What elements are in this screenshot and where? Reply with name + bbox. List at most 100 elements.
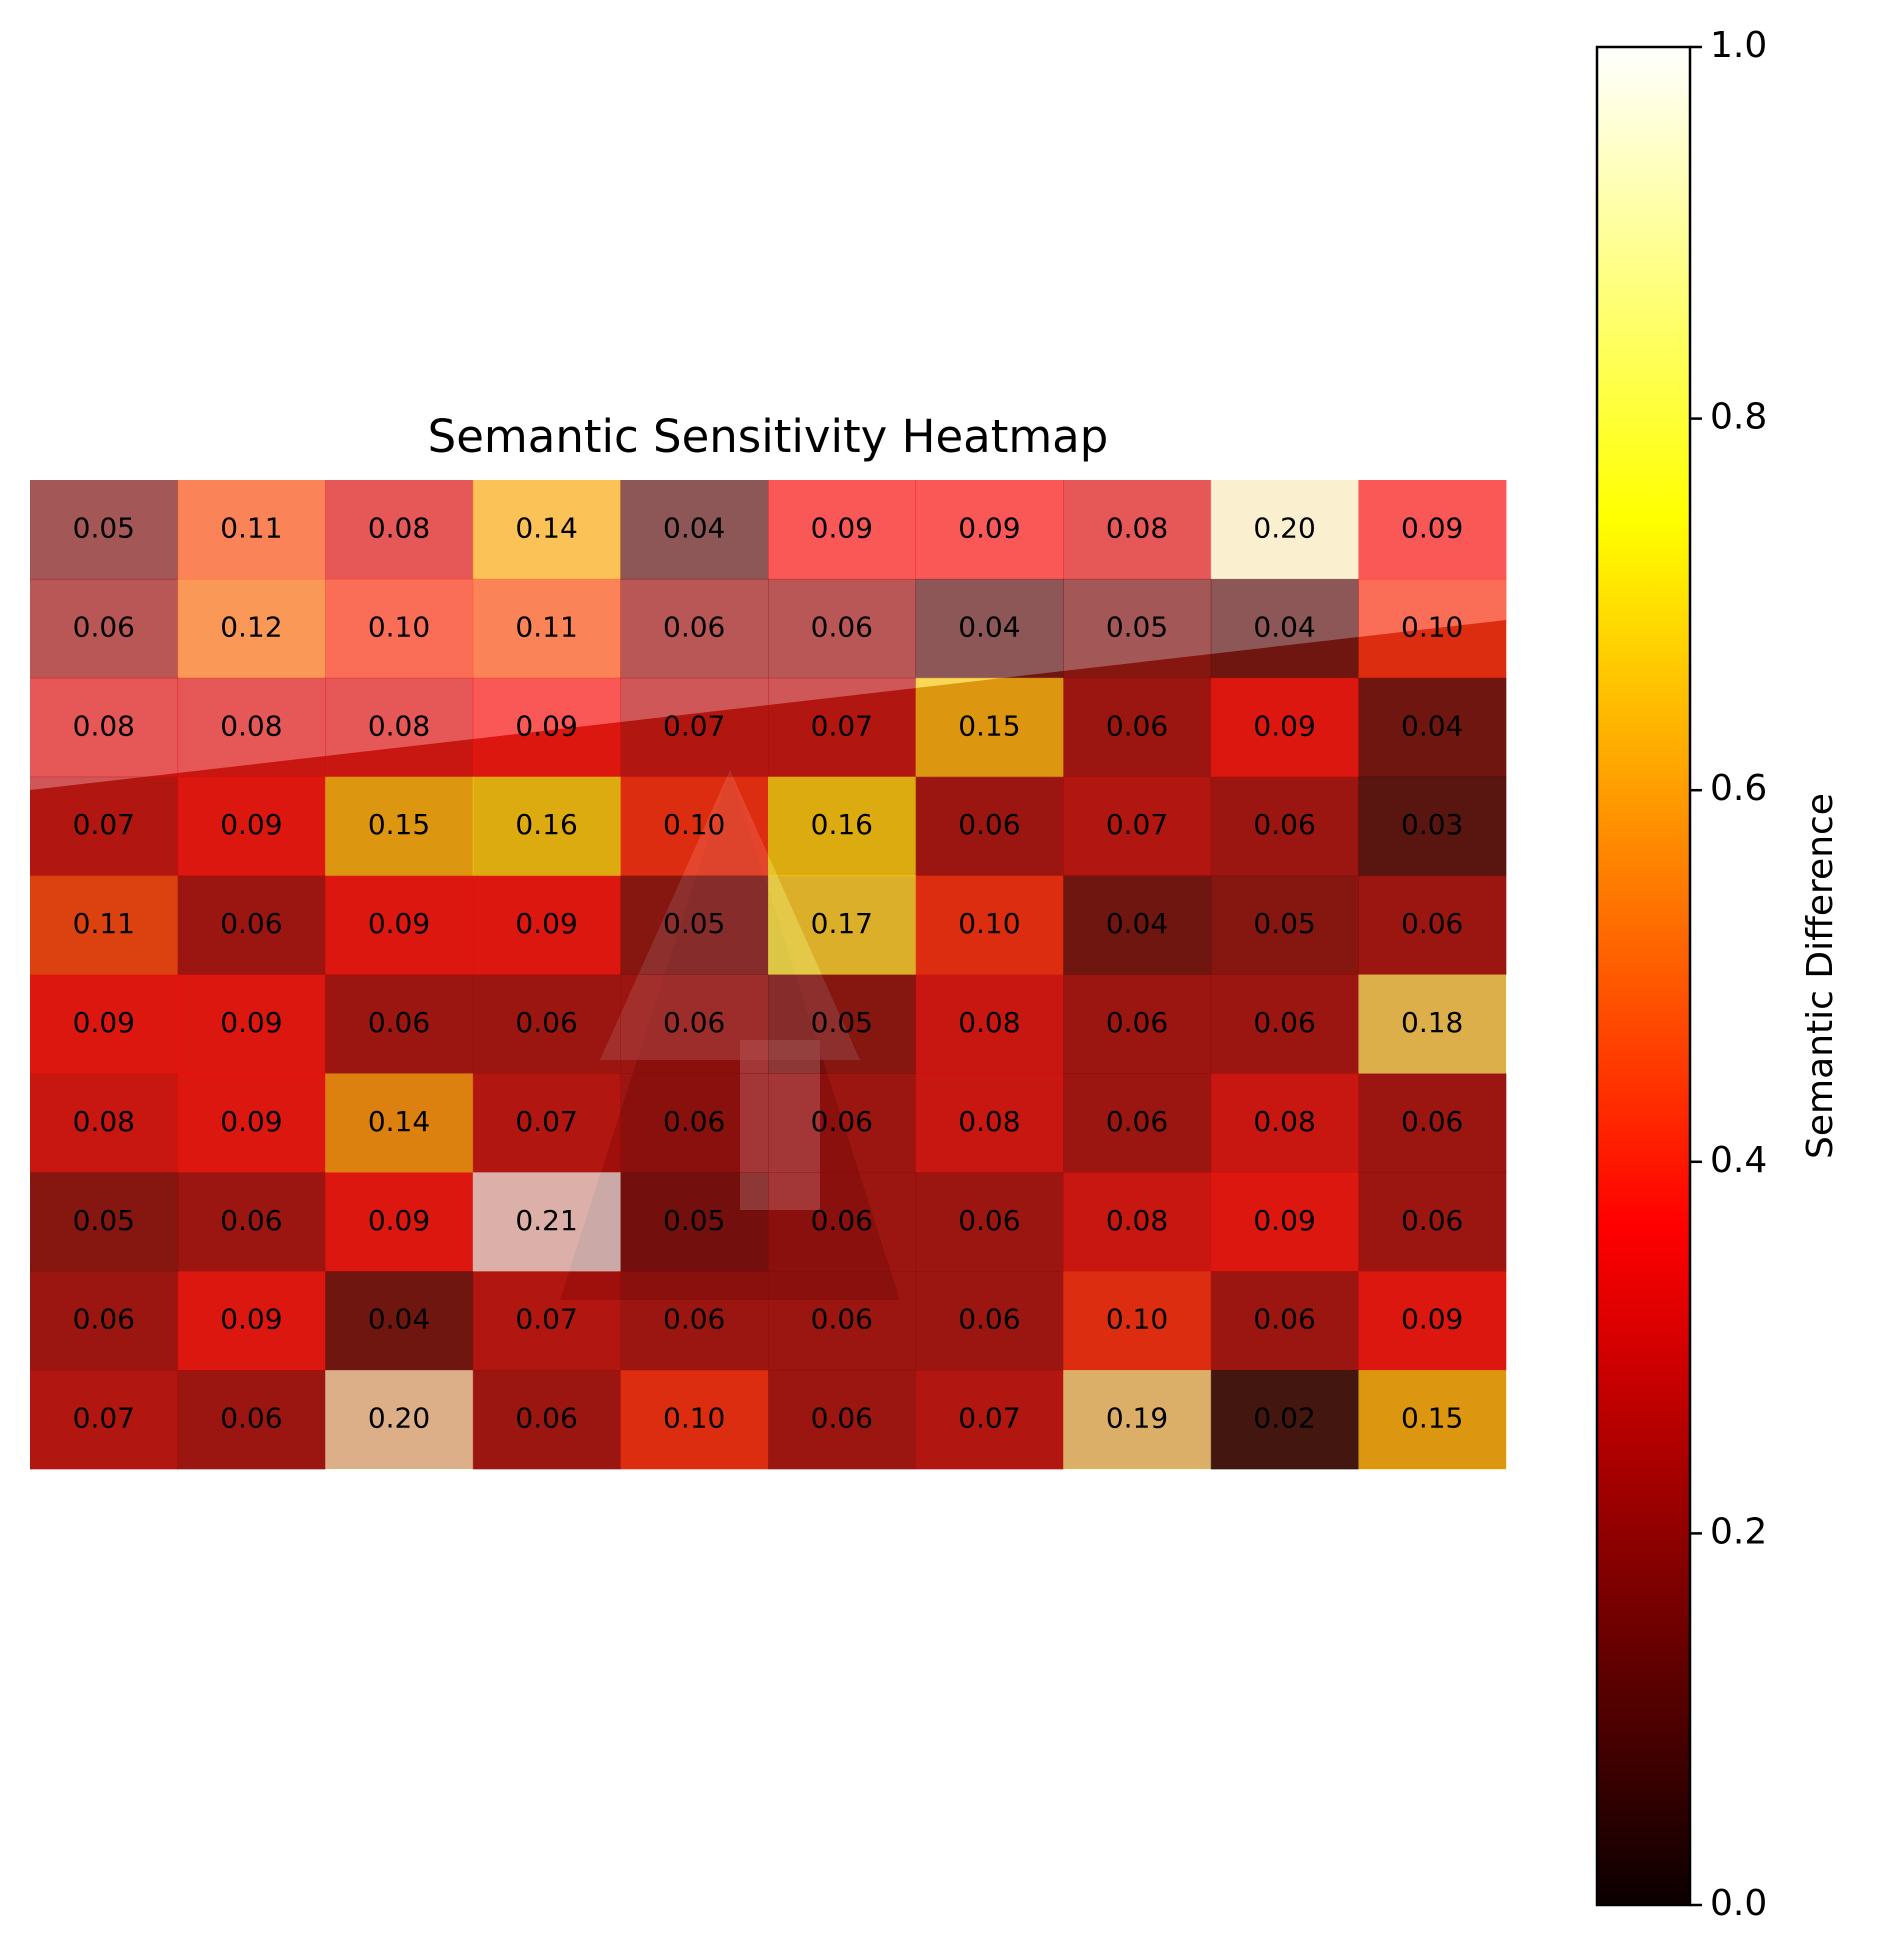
cell-label: 0.11 [515, 610, 577, 643]
heatmap-cell [620, 578, 769, 679]
cell-label: 0.06 [1253, 1303, 1315, 1336]
heatmap-cell [30, 974, 179, 1074]
heatmap-cell [1063, 875, 1212, 975]
heatmap-cell [1210, 1370, 1359, 1470]
colorbar-tick-label: 0.6 [1710, 768, 1767, 809]
heatmap-cell [1063, 578, 1212, 679]
heatmap-cell [1358, 1271, 1507, 1371]
heatmap-cell [620, 480, 769, 580]
cell-label: 0.14 [515, 511, 577, 544]
cell-label: 0.06 [663, 1303, 725, 1336]
cell-label: 0.06 [663, 1006, 725, 1039]
cell-label: 0.06 [368, 1006, 430, 1039]
cell-label: 0.06 [958, 808, 1020, 841]
heatmap-cell [325, 480, 474, 580]
cell-label: 0.08 [958, 1105, 1020, 1138]
heatmap-cell [472, 1271, 621, 1371]
heatmap-cell [768, 1172, 917, 1272]
cell-label: 0.05 [663, 907, 725, 940]
heatmap-cell [915, 480, 1064, 580]
heatmap-cell [1358, 480, 1507, 580]
heatmap-cell [1210, 1271, 1359, 1371]
cell-label: 0.09 [220, 808, 282, 841]
cell-label: 0.06 [811, 1303, 873, 1336]
heatmap-cell [30, 677, 179, 778]
heatmap-cell [177, 480, 326, 580]
cell-label: 0.09 [515, 907, 577, 940]
heatmap-cell [620, 1271, 769, 1371]
heatmap-cell [1210, 776, 1359, 877]
heatmap-cell [1063, 1370, 1212, 1470]
heatmap: 0.05 0.11 0.08 0.14 0.04 0.09 0.09 0.08 0.20 0.09… [30, 480, 1507, 1470]
heatmap-cell [768, 1073, 917, 1173]
heatmap-cell [177, 1073, 326, 1173]
heatmap-cell [768, 677, 917, 778]
cell-label: 0.06 [1401, 1105, 1463, 1138]
heatmap-cell [325, 578, 474, 679]
heatmap-cell [30, 1073, 179, 1173]
cell-label: 0.15 [1401, 1402, 1463, 1435]
cell-label: 0.06 [1401, 907, 1463, 940]
cell-label: 0.06 [1253, 1006, 1315, 1039]
cell-label: 0.20 [1253, 511, 1315, 544]
cell-label: 0.21 [515, 1204, 577, 1237]
heatmap-cell [768, 480, 917, 580]
heatmap-cell [177, 974, 326, 1074]
cell-label: 0.19 [1106, 1402, 1168, 1435]
heatmap-cell [30, 1172, 179, 1272]
cell-label: 0.06 [1106, 1006, 1168, 1039]
heatmap-cell [1358, 1073, 1507, 1173]
cell-label: 0.06 [958, 1303, 1020, 1336]
cell-label: 0.05 [1106, 610, 1168, 643]
cell-label: 0.04 [1401, 709, 1463, 742]
heatmap-cell [177, 1172, 326, 1272]
cell-label: 0.07 [515, 1303, 577, 1336]
chart-title: Semantic Sensitivity Heatmap [428, 410, 1109, 463]
cell-label: 0.07 [958, 1402, 1020, 1435]
heatmap-cell [768, 1370, 917, 1470]
cell-label: 0.08 [958, 1006, 1020, 1039]
cell-label: 0.05 [1253, 907, 1315, 940]
heatmap-cell [768, 1271, 917, 1371]
heatmap-cell [915, 875, 1064, 975]
heatmap-cell [915, 974, 1064, 1074]
cell-label: 0.05 [663, 1204, 725, 1237]
heatmap-cell [1358, 875, 1507, 975]
cell-label: 0.02 [1253, 1402, 1315, 1435]
cell-label: 0.06 [1401, 1204, 1463, 1237]
cell-label: 0.07 [663, 709, 725, 742]
cell-label: 0.10 [1106, 1303, 1168, 1336]
colorbar-label: Semantic Difference [1800, 793, 1841, 1159]
heatmap-cell [325, 677, 474, 778]
heatmap-cell [915, 1271, 1064, 1371]
cell-label: 0.09 [515, 709, 577, 742]
heatmap-cell [177, 1370, 326, 1470]
cell-label: 0.08 [1106, 1204, 1168, 1237]
cell-label: 0.10 [663, 808, 725, 841]
heatmap-cell [1358, 578, 1507, 679]
heatmap-cell [915, 1172, 1064, 1272]
cell-label: 0.06 [811, 1105, 873, 1138]
heatmap-cell [472, 1172, 621, 1272]
heatmap-cell [472, 677, 621, 778]
cell-label: 0.06 [811, 1204, 873, 1237]
colorbar [1595, 45, 1692, 1907]
heatmap-cell [472, 578, 621, 679]
cell-label: 0.09 [220, 1105, 282, 1138]
cell-label: 0.06 [958, 1204, 1020, 1237]
cell-label: 0.04 [663, 511, 725, 544]
cell-label: 0.08 [368, 511, 430, 544]
heatmap-cell [620, 1172, 769, 1272]
heatmap-cell [1358, 974, 1507, 1074]
heatmap-cell [472, 1370, 621, 1470]
heatmap-cell [30, 875, 179, 975]
heatmap-cell [915, 677, 1064, 778]
cell-label: 0.15 [368, 808, 430, 841]
heatmap-cell [768, 578, 917, 679]
heatmap-cell [30, 578, 179, 679]
cell-label: 0.09 [368, 1204, 430, 1237]
cell-label: 0.07 [73, 1402, 135, 1435]
cell-label: 0.11 [220, 511, 282, 544]
cell-label: 0.07 [1106, 808, 1168, 841]
